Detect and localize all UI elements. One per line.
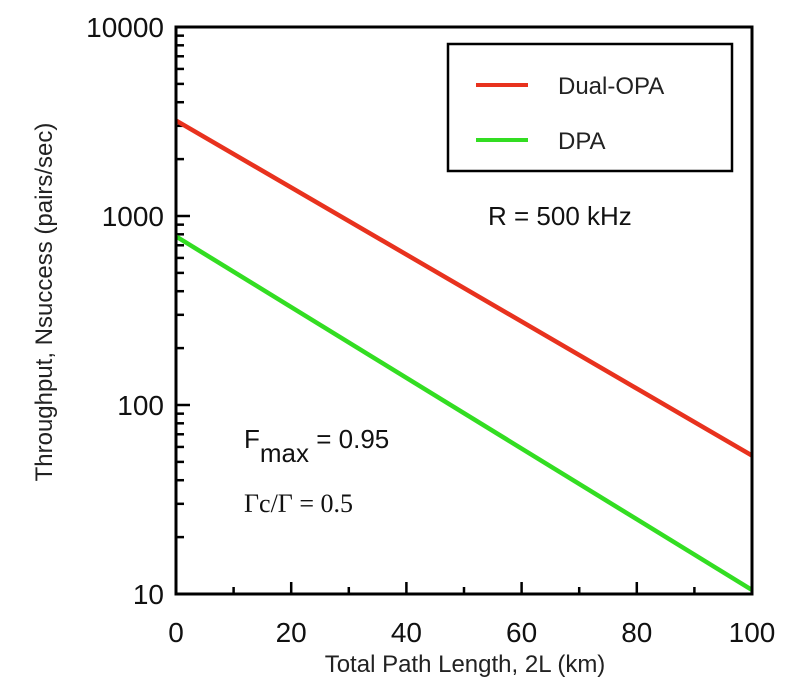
series-line-dual-opa xyxy=(174,118,754,458)
x-tick-label: 20 xyxy=(276,617,307,648)
legend-label-dpa: DPA xyxy=(558,128,606,155)
x-tick-label: 40 xyxy=(391,617,422,648)
legend-label-dual-opa: Dual-OPA xyxy=(558,73,664,100)
plot-frame xyxy=(174,25,754,596)
fmax-value: = 0.95 xyxy=(309,424,389,454)
y-tick-label: 10 xyxy=(133,579,164,610)
series-line-dpa xyxy=(174,234,754,592)
series-lines xyxy=(174,118,754,592)
fmax-base: F xyxy=(244,424,260,454)
fmax-annotation: Fmax = 0.95 xyxy=(244,424,389,468)
x-tick-label: 100 xyxy=(729,617,776,648)
y-tick-label: 10000 xyxy=(86,12,164,43)
x-axis-title: Total Path Length, 2L (km) xyxy=(325,651,606,678)
fmax-subscript: max xyxy=(260,438,309,468)
x-tick-label: 80 xyxy=(621,617,652,648)
y-tick-label: 100 xyxy=(117,390,164,421)
x-tick-label: 60 xyxy=(506,617,537,648)
legend: Dual-OPA DPA xyxy=(446,42,734,173)
y-tick-label: 1000 xyxy=(102,201,164,232)
legend-box xyxy=(446,42,734,173)
x-tick-label: 0 xyxy=(168,617,184,648)
rate-annotation: R = 500 kHz xyxy=(488,201,632,231)
gamma-ratio-annotation: Γc/Γ = 0.5 xyxy=(244,489,353,518)
y-axis-title: Throughput, Nsuccess (pairs/sec) xyxy=(31,123,58,482)
axis-tick-labels: 0 20 40 60 80 100 10 100 1000 10000 xyxy=(86,12,775,648)
